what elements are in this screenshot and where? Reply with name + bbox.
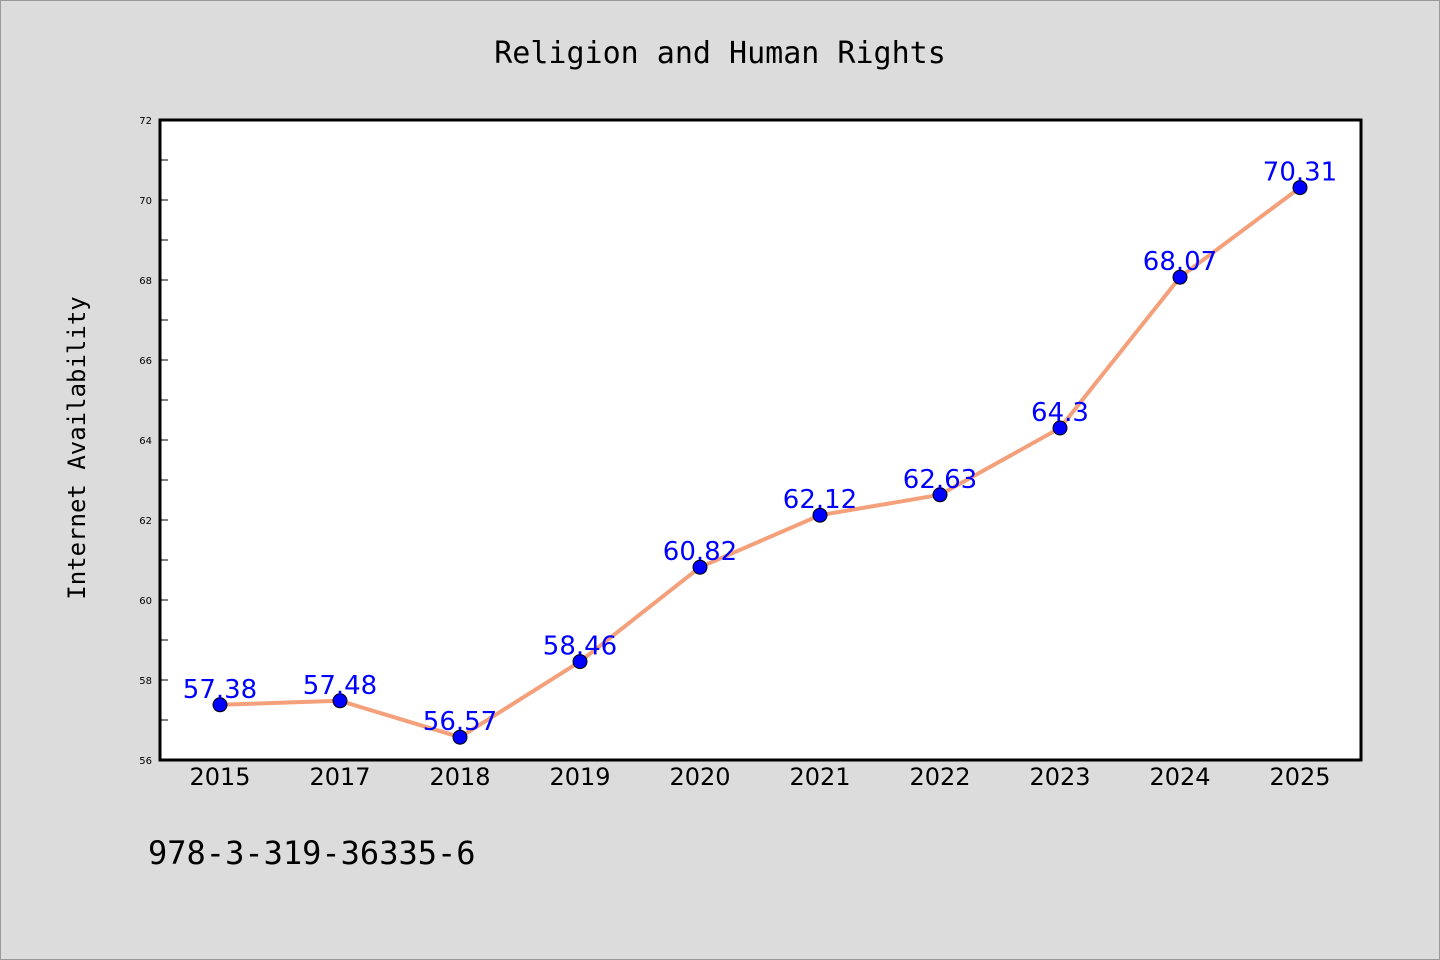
data-point xyxy=(1292,180,1308,196)
x-tick-label: 2022 xyxy=(909,763,970,791)
data-point xyxy=(812,507,828,523)
y-tick-label: 60 xyxy=(139,596,152,607)
x-axis: 2015 2017 2018 2019 2020 2021 2022 2023 2024 2025 xyxy=(189,763,1330,791)
x-tick-label: 2015 xyxy=(189,763,250,791)
data-point xyxy=(572,654,588,670)
plot-area xyxy=(160,120,1361,760)
data-point xyxy=(332,693,348,709)
x-tick-label: 2023 xyxy=(1029,763,1090,791)
x-tick-label: 2020 xyxy=(669,763,730,791)
x-tick-label: 2019 xyxy=(549,763,610,791)
chart-title: Religion and Human Rights xyxy=(494,36,946,71)
y-tick-label: 58 xyxy=(139,676,152,687)
x-tick-label: 2024 xyxy=(1149,763,1210,791)
x-tick-label: 2021 xyxy=(789,763,850,791)
data-point xyxy=(452,729,468,745)
data-label: 62.63 xyxy=(903,465,977,495)
data-label: 64.3 xyxy=(1031,398,1089,428)
x-tick-label: 2025 xyxy=(1269,763,1330,791)
data-label: 70.31 xyxy=(1263,158,1337,188)
y-tick-label: 68 xyxy=(139,276,152,287)
data-label: 57.38 xyxy=(183,675,257,705)
y-tick-label: 56 xyxy=(139,756,152,767)
x-tick-label: 2017 xyxy=(309,763,370,791)
y-tick-label: 66 xyxy=(139,356,152,367)
y-tick-label: 70 xyxy=(139,196,152,207)
x-tick-label: 2018 xyxy=(429,763,490,791)
data-point xyxy=(932,487,948,503)
data-label: 56.57 xyxy=(423,707,497,737)
y-tick-label: 64 xyxy=(139,436,152,447)
series-line-path xyxy=(218,185,1302,740)
y-axis-label: Internet Availability xyxy=(63,296,91,599)
data-point xyxy=(1172,269,1188,285)
data-point xyxy=(692,559,708,575)
data-label: 60.82 xyxy=(663,537,737,567)
data-label: 68.07 xyxy=(1143,247,1217,277)
y-tick-label: 62 xyxy=(139,516,152,527)
data-point xyxy=(1052,420,1068,436)
series-line xyxy=(218,185,1302,740)
data-labels: 57.38 57.48 56.57 58.46 60.82 62.12 62.63 64.3 6… xyxy=(183,158,1337,738)
series-markers xyxy=(212,180,1308,745)
data-label: 62.12 xyxy=(783,485,857,515)
y-tick-label: 72 xyxy=(139,116,152,127)
data-point xyxy=(212,697,228,713)
plot-border xyxy=(158,118,1363,762)
data-label: 57.48 xyxy=(303,671,377,701)
isbn-annotation: 978-3-319-36335-6 xyxy=(148,834,476,872)
data-label: 58.46 xyxy=(543,632,617,662)
